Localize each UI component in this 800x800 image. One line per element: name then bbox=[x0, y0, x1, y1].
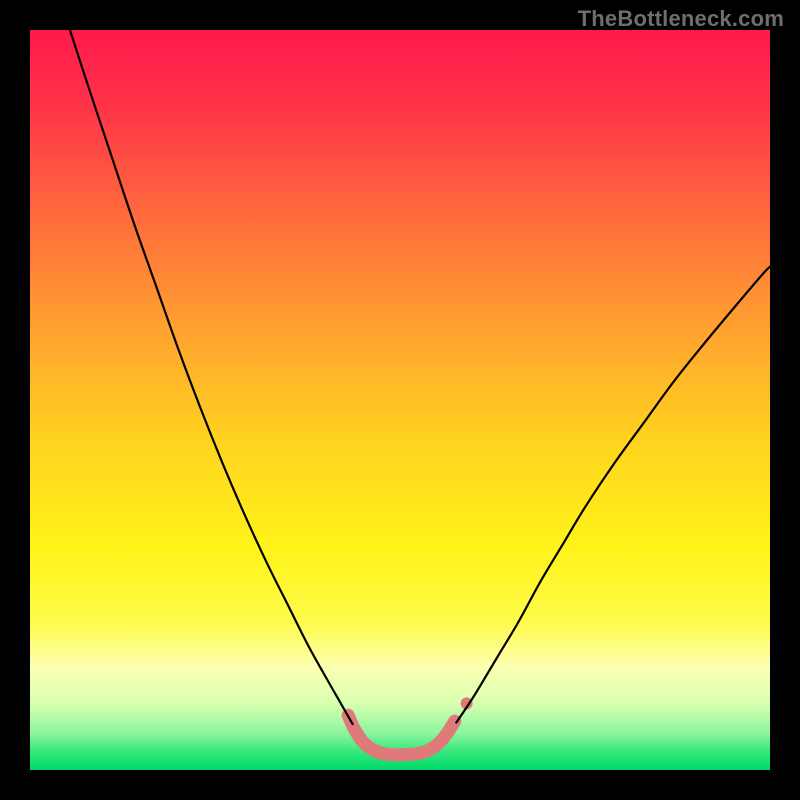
chart-svg bbox=[0, 0, 800, 800]
watermark-text: TheBottleneck.com bbox=[578, 6, 784, 32]
chart-frame: TheBottleneck.com bbox=[0, 0, 800, 800]
